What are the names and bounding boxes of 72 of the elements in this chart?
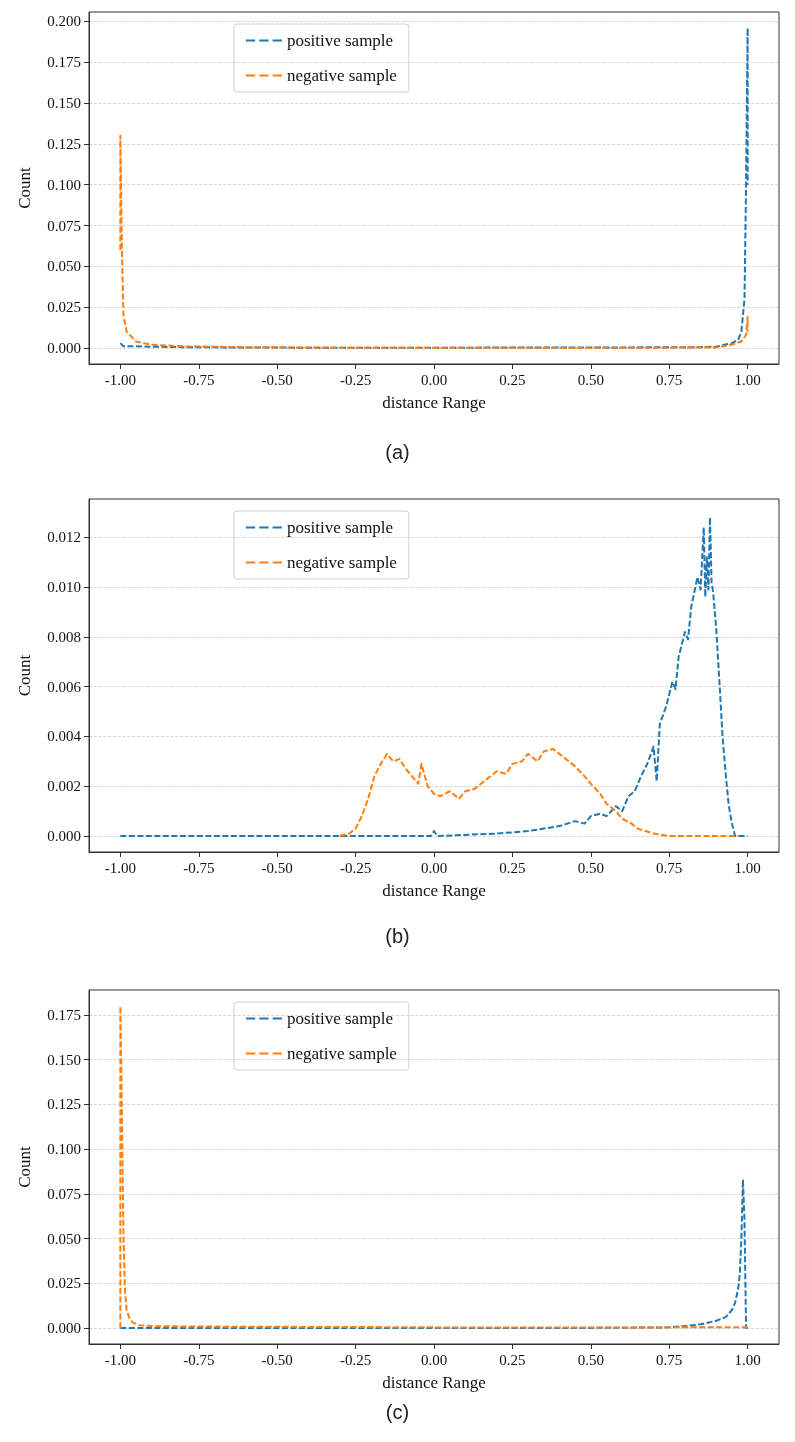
x-tick-label: 0.50	[577, 859, 604, 876]
x-tick-label: -0.25	[339, 859, 372, 876]
y-tick-label: 0.000	[47, 1319, 81, 1336]
x-tick-label: -0.75	[183, 859, 215, 876]
x-tick-label: 0.50	[577, 1351, 604, 1368]
x-tick-label: 0.75	[656, 1351, 683, 1368]
line-series	[119, 1178, 749, 1329]
y-axis-title: Count	[15, 1145, 34, 1188]
x-tick-label: -0.50	[261, 1351, 293, 1368]
x-tick-label: 0.00	[420, 859, 448, 876]
y-tick-label: 0.050	[47, 1230, 81, 1247]
y-tick-label: 0.050	[47, 258, 81, 275]
y-axis-title: Count	[15, 166, 34, 209]
y-tick-label: 0.100	[47, 1141, 81, 1158]
y-tick-label: 0.010	[47, 579, 81, 596]
x-tick-label: 1.00	[734, 859, 761, 876]
y-tick-label: 0.000	[47, 828, 81, 845]
x-tick-label: -0.25	[339, 1351, 372, 1368]
line-series	[119, 27, 749, 349]
x-axis-title: distance Range	[382, 1373, 486, 1392]
line-series	[119, 516, 749, 838]
x-tick-label: 0.25	[499, 859, 526, 876]
x-tick-label: -1.00	[104, 371, 136, 388]
y-tick-label: 0.004	[47, 728, 82, 745]
x-tick-label: -0.25	[339, 371, 372, 388]
y-tick-label: 0.175	[47, 54, 81, 71]
legend-label: positive sample	[286, 1009, 394, 1028]
legend-label: positive sample	[286, 518, 394, 537]
text: (b)	[385, 925, 410, 947]
x-tick-label: 1.00	[734, 371, 761, 388]
x-tick-label: -1.00	[104, 859, 136, 876]
y-tick-label: 0.025	[47, 1275, 81, 1292]
x-tick-label: -0.50	[261, 371, 293, 388]
y-tick-label: 0.175	[47, 1007, 81, 1024]
legend-label: negative sample	[286, 66, 397, 85]
legend-label: negative sample	[286, 1044, 397, 1063]
y-tick-label: 0.150	[47, 95, 81, 112]
y-tick-label: 0.200	[47, 13, 81, 30]
x-tick-label: -0.75	[183, 371, 215, 388]
line-series	[119, 1005, 749, 1329]
y-tick-label: 0.006	[47, 678, 82, 695]
x-tick-label: 0.75	[656, 859, 683, 876]
x-tick-label: -1.00	[104, 1351, 136, 1368]
y-tick-label: 0.150	[47, 1051, 81, 1068]
text: (c)	[385, 1401, 410, 1423]
y-tick-label: 0.075	[47, 217, 81, 234]
x-tick-label: -0.75	[183, 1351, 215, 1368]
x-tick-label: 0.00	[420, 371, 448, 388]
line-series	[338, 747, 740, 838]
x-axis-title: distance Range	[382, 393, 486, 412]
y-tick-label: 0.008	[47, 628, 81, 645]
y-tick-label: 0.100	[47, 176, 81, 193]
y-tick-label: 0.125	[47, 135, 81, 152]
x-tick-label: 0.00	[420, 1351, 448, 1368]
y-axis-title: Count	[15, 654, 34, 697]
legend-label: negative sample	[286, 553, 397, 572]
y-tick-label: 0.000	[47, 340, 81, 356]
legend-label: positive sample	[286, 31, 394, 50]
text: (a)	[385, 441, 410, 463]
line-series	[119, 134, 749, 349]
y-tick-label: 0.075	[47, 1185, 81, 1202]
y-tick-label: 0.012	[47, 529, 81, 546]
x-tick-label: 0.25	[499, 1351, 526, 1368]
y-tick-label: 0.002	[47, 778, 81, 795]
y-tick-label: 0.125	[47, 1096, 81, 1113]
x-tick-label: 0.75	[656, 371, 683, 388]
x-tick-label: 0.25	[499, 371, 526, 388]
y-tick-label: 0.025	[47, 299, 81, 316]
x-tick-label: -0.50	[261, 859, 293, 876]
x-tick-label: 1.00	[734, 1351, 761, 1368]
x-axis-title: distance Range	[382, 881, 486, 900]
x-tick-label: 0.50	[577, 371, 604, 388]
